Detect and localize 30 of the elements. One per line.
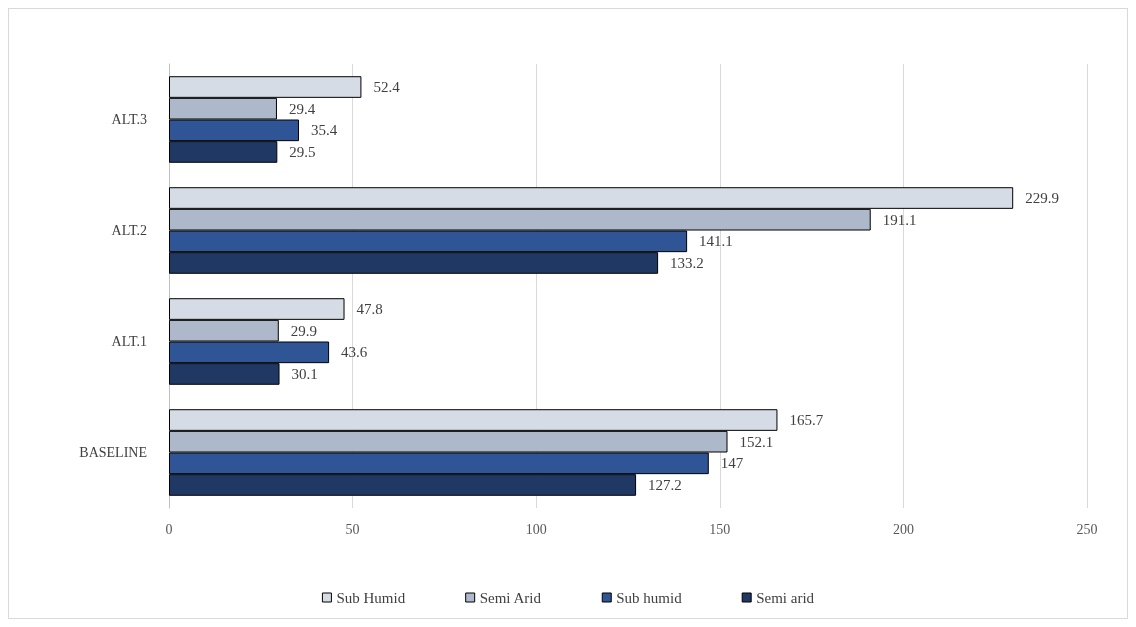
data-label: 152.1 bbox=[739, 433, 774, 450]
x-tick-label: 150 bbox=[709, 521, 731, 537]
legend-label: Sub humid bbox=[616, 589, 683, 606]
data-label: 141.1 bbox=[699, 233, 733, 250]
legend-label: Semi arid bbox=[756, 589, 815, 606]
data-label: 147 bbox=[720, 455, 744, 472]
y-tick-label: ALT.3 bbox=[111, 112, 147, 127]
y-tick-label: ALT.2 bbox=[111, 223, 147, 238]
x-tick-label: 100 bbox=[525, 521, 547, 537]
data-label: 127.2 bbox=[648, 476, 682, 493]
x-tick-label: 0 bbox=[165, 521, 173, 537]
data-label: 30.1 bbox=[291, 365, 318, 382]
y-tick-label: ALT.1 bbox=[111, 334, 147, 349]
data-label: 52.4 bbox=[373, 79, 401, 96]
data-label: 229.9 bbox=[1025, 190, 1059, 207]
legend-label: Sub Humid bbox=[336, 589, 406, 606]
x-tick-label: 250 bbox=[1076, 521, 1098, 537]
data-label: 47.8 bbox=[356, 301, 383, 318]
data-label: 29.9 bbox=[290, 322, 318, 339]
y-tick-label: BASELINE bbox=[79, 445, 147, 460]
x-tick-label: 200 bbox=[892, 521, 914, 537]
legend-label: Semi Arid bbox=[479, 589, 542, 606]
data-label: 191.1 bbox=[882, 211, 917, 228]
data-label: 133.2 bbox=[670, 254, 704, 271]
data-label: 165.7 bbox=[789, 412, 824, 429]
data-label: 29.5 bbox=[289, 143, 316, 160]
data-label: 43.6 bbox=[341, 344, 368, 361]
x-tick-label: 50 bbox=[345, 521, 360, 537]
data-label: 29.4 bbox=[288, 100, 316, 117]
data-label: 35.4 bbox=[310, 122, 338, 139]
